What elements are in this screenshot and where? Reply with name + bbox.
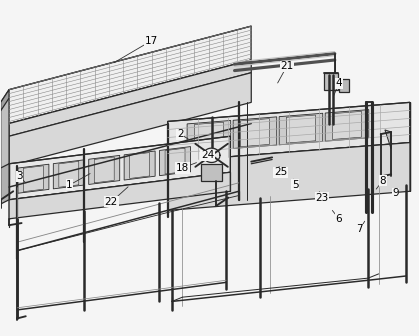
Text: 6: 6 bbox=[336, 214, 342, 224]
Polygon shape bbox=[324, 73, 338, 90]
Text: 3: 3 bbox=[16, 171, 23, 181]
Polygon shape bbox=[165, 148, 185, 174]
Text: 2: 2 bbox=[177, 129, 184, 139]
Polygon shape bbox=[187, 121, 231, 152]
Text: 23: 23 bbox=[316, 193, 329, 203]
Text: 7: 7 bbox=[357, 224, 363, 235]
Text: 25: 25 bbox=[274, 167, 287, 177]
Polygon shape bbox=[1, 90, 9, 200]
Text: 8: 8 bbox=[380, 176, 386, 186]
Text: 4: 4 bbox=[336, 78, 342, 88]
Polygon shape bbox=[23, 166, 43, 192]
Polygon shape bbox=[325, 110, 369, 141]
Polygon shape bbox=[89, 155, 120, 184]
Text: 18: 18 bbox=[176, 163, 189, 173]
Polygon shape bbox=[287, 115, 316, 143]
Polygon shape bbox=[194, 122, 223, 150]
Polygon shape bbox=[332, 112, 362, 139]
Polygon shape bbox=[129, 153, 150, 178]
Polygon shape bbox=[9, 172, 230, 219]
Polygon shape bbox=[59, 161, 79, 187]
Polygon shape bbox=[53, 160, 84, 189]
Polygon shape bbox=[124, 151, 155, 180]
Polygon shape bbox=[241, 119, 269, 147]
Text: 5: 5 bbox=[292, 180, 298, 190]
Polygon shape bbox=[9, 73, 251, 166]
Text: 24: 24 bbox=[201, 150, 214, 160]
Polygon shape bbox=[9, 26, 251, 124]
Polygon shape bbox=[279, 113, 323, 145]
Polygon shape bbox=[9, 60, 251, 136]
Polygon shape bbox=[1, 90, 9, 111]
Polygon shape bbox=[201, 164, 222, 181]
Polygon shape bbox=[339, 79, 349, 92]
Polygon shape bbox=[385, 130, 391, 149]
Text: 22: 22 bbox=[105, 197, 118, 207]
Polygon shape bbox=[233, 117, 277, 149]
Polygon shape bbox=[160, 146, 191, 176]
Polygon shape bbox=[1, 164, 9, 204]
Polygon shape bbox=[168, 102, 410, 162]
Text: 1: 1 bbox=[66, 180, 73, 190]
Text: 9: 9 bbox=[392, 188, 398, 199]
Polygon shape bbox=[168, 142, 410, 210]
Polygon shape bbox=[9, 136, 230, 200]
Polygon shape bbox=[94, 157, 114, 183]
Polygon shape bbox=[18, 164, 49, 193]
Text: 21: 21 bbox=[280, 61, 293, 71]
Text: 17: 17 bbox=[145, 36, 158, 46]
